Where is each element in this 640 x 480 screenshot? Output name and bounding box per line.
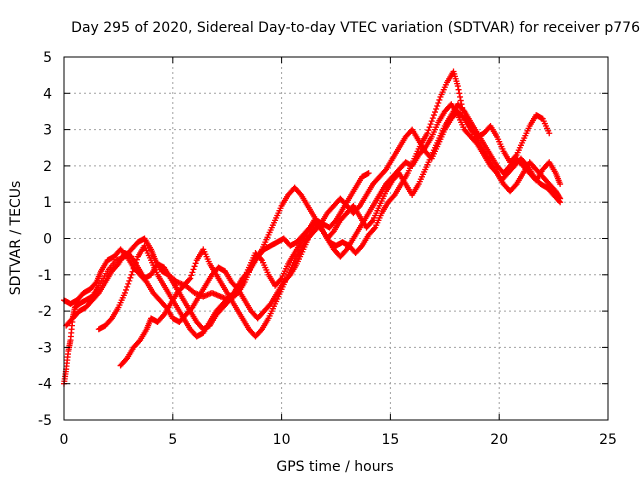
data-point	[390, 193, 397, 200]
data-point	[125, 280, 132, 287]
data-point	[433, 106, 440, 113]
data-point	[188, 272, 195, 279]
data-point	[187, 275, 194, 282]
data-point	[557, 181, 564, 188]
data-point	[123, 356, 130, 363]
data-point	[365, 170, 372, 177]
data-point	[190, 266, 197, 273]
y-tick-label: 5	[43, 50, 52, 66]
data-point	[130, 265, 137, 272]
data-point	[368, 218, 375, 225]
x-tick-label: 15	[381, 432, 399, 448]
data-point	[492, 168, 499, 175]
ticks	[63, 56, 609, 421]
data-point	[92, 280, 99, 287]
data-point	[128, 271, 135, 278]
y-tick-label: -5	[38, 413, 52, 429]
data-point	[429, 115, 436, 122]
y-tick-label: 4	[43, 86, 52, 102]
series-track-5	[95, 101, 564, 340]
data-point	[126, 277, 133, 284]
chart-title: Day 295 of 2020, Sidereal Day-to-day VTE…	[71, 20, 640, 36]
data-point	[189, 269, 196, 276]
data-point	[556, 194, 563, 201]
y-tick-label: 1	[43, 195, 52, 211]
tick-labels: 0 5 10 15 20 25 -5 -4 -3 -2 -1 0 1 2 3 4 5	[38, 50, 617, 448]
data-point	[277, 276, 284, 283]
x-tick-label: 25	[599, 432, 617, 448]
data-point	[546, 130, 553, 137]
data-point	[434, 103, 441, 110]
data-point	[428, 118, 435, 125]
x-axis-label: GPS time / hours	[276, 459, 393, 475]
data-point	[129, 268, 136, 275]
data-point	[186, 276, 193, 283]
x-tick-label: 5	[168, 432, 177, 448]
data-point	[329, 229, 336, 236]
data-point	[133, 256, 140, 263]
data-point	[455, 86, 462, 93]
y-axis-label: SDTVAR / TECUs	[8, 181, 24, 296]
data-point	[257, 256, 264, 263]
data-point	[316, 223, 323, 230]
data-point	[371, 225, 378, 232]
y-tick-label: 2	[43, 159, 52, 175]
data-point	[257, 327, 264, 334]
data-point	[123, 286, 130, 293]
y-tick-label: 0	[43, 232, 52, 248]
data-point	[426, 124, 433, 131]
data-point	[435, 99, 442, 106]
data-point	[454, 83, 461, 90]
y-tick-label: -1	[38, 268, 52, 284]
data-point	[427, 121, 434, 128]
data-point	[114, 262, 121, 269]
y-tick-label: -3	[38, 340, 52, 356]
data-point	[381, 167, 388, 174]
x-tick-label: 10	[273, 432, 291, 448]
y-tick-label: -4	[38, 377, 52, 393]
x-tick-label: 20	[490, 432, 508, 448]
data-point	[191, 263, 198, 270]
data-point	[121, 289, 128, 296]
data-point	[127, 274, 134, 281]
data-point	[460, 107, 467, 114]
y-tick-label: -2	[38, 304, 52, 320]
data-point	[456, 90, 463, 97]
data-point	[136, 338, 143, 345]
data-point	[457, 97, 464, 104]
data-point	[432, 109, 439, 116]
data-point	[124, 283, 131, 290]
x-tick-label: 0	[60, 432, 69, 448]
data-point	[132, 259, 139, 266]
data-point	[557, 195, 564, 202]
series-track-3	[63, 101, 564, 333]
data-point	[512, 182, 519, 189]
data-point	[192, 260, 199, 267]
data-point	[342, 247, 349, 254]
data-point	[358, 243, 365, 250]
data-point	[425, 127, 432, 134]
data-point	[436, 96, 443, 103]
data-point	[473, 139, 480, 146]
series-layer	[61, 68, 564, 387]
data-point	[424, 130, 431, 137]
data-point	[457, 93, 464, 100]
data-point	[131, 262, 138, 269]
y-tick-label: 3	[43, 123, 52, 139]
data-point	[297, 190, 304, 197]
data-point	[107, 316, 114, 323]
data-point	[160, 312, 167, 319]
data-point	[94, 291, 101, 298]
data-point	[266, 302, 273, 309]
data-point	[430, 112, 437, 119]
